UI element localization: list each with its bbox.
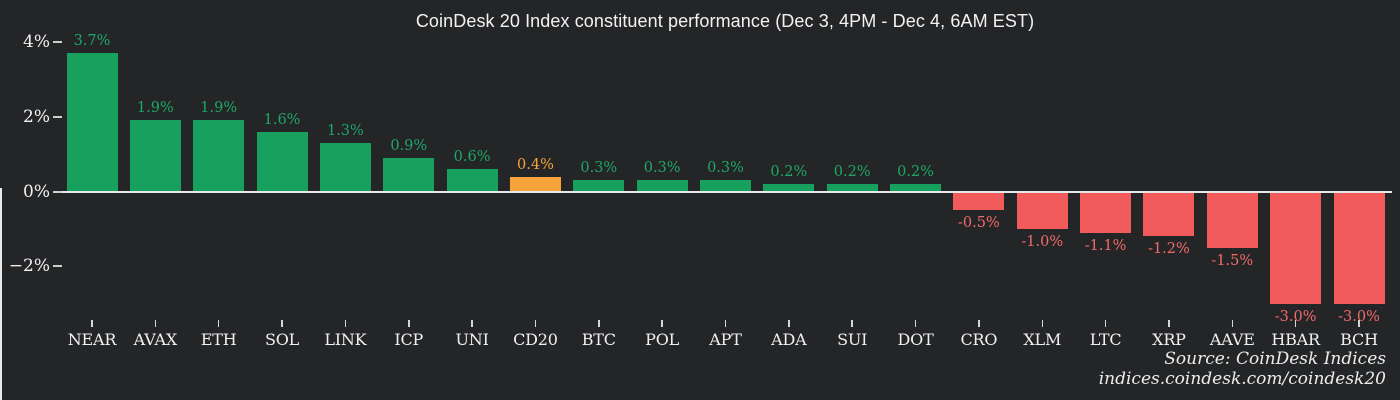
x-axis-tick-mark — [1168, 320, 1170, 327]
bar-xlm — [1016, 191, 1068, 229]
value-label-btc: 0.3% — [580, 160, 618, 177]
y-axis-tick-label: 2% — [23, 106, 50, 127]
bar-link — [319, 142, 371, 192]
y-axis-tick-mark — [53, 265, 62, 268]
x-tick-label-dot: DOT — [897, 330, 934, 349]
x-axis-tick-mark — [1104, 320, 1107, 327]
x-tick-label-link: LINK — [324, 330, 367, 349]
x-tick-label-btc: BTC — [581, 330, 616, 349]
x-tick-label-uni: UNI — [455, 330, 489, 349]
value-label-icp: 0.9% — [390, 137, 428, 154]
y-axis-tick-mark — [53, 115, 62, 118]
bar-cro — [953, 191, 1005, 211]
x-axis-tick-mark — [788, 320, 790, 327]
x-tick-label-xrp: XRP — [1152, 330, 1186, 349]
value-label-sui: 0.2% — [833, 164, 871, 181]
x-axis-tick-mark — [1231, 320, 1234, 327]
x-tick-label-aave: AAVE — [1209, 330, 1255, 349]
x-tick-label-near: NEAR — [67, 330, 117, 349]
x-axis-tick-mark — [154, 320, 157, 327]
bar-cd20 — [509, 176, 561, 192]
x-axis-tick-mark — [344, 320, 347, 327]
x-tick-label-cd20: CD20 — [513, 330, 558, 349]
x-axis-tick-mark — [1041, 320, 1043, 327]
source-text: Source: CoinDesk Indices — [1164, 349, 1386, 369]
value-label-avax: 1.9% — [136, 100, 174, 117]
x-axis-tick-mark — [217, 320, 220, 327]
x-tick-label-pol: POL — [645, 330, 680, 349]
x-axis-tick-mark — [914, 320, 917, 327]
x-axis-tick-mark — [851, 320, 853, 327]
x-tick-label-eth: ETH — [200, 330, 237, 349]
value-label-bch: -3.0% — [1338, 308, 1380, 325]
x-axis-tick-mark — [1358, 320, 1360, 327]
bar-apt — [700, 180, 751, 192]
value-label-cro: -0.5% — [958, 215, 1000, 232]
x-axis-tick-mark — [534, 320, 537, 327]
bar-ada — [763, 184, 815, 192]
value-label-aave: -1.5% — [1211, 252, 1254, 269]
bar-aave — [1206, 191, 1258, 248]
bar-uni — [446, 169, 498, 192]
value-label-ada: 0.2% — [770, 164, 808, 181]
value-label-xlm: -1.0% — [1021, 233, 1064, 250]
x-axis-tick-mark — [1294, 320, 1297, 327]
x-axis-tick-mark — [724, 320, 727, 327]
x-axis-tick-mark — [281, 320, 283, 327]
value-label-link: 1.3% — [326, 122, 364, 139]
x-axis-tick-mark — [408, 320, 410, 327]
value-label-cd20: 0.4% — [517, 156, 554, 173]
x-tick-label-bch: BCH — [1340, 330, 1378, 349]
x-axis-tick-mark — [91, 320, 93, 327]
bar-bch — [1333, 191, 1385, 304]
x-axis-tick-mark — [598, 320, 600, 327]
x-tick-label-apt: APT — [709, 330, 742, 349]
chart-title: CoinDesk 20 Index constituent performanc… — [415, 11, 1035, 31]
bar-btc — [573, 180, 625, 192]
x-axis-tick-mark — [661, 320, 663, 327]
y-axis-tick-label: 4% — [23, 31, 50, 52]
bar-sui — [826, 184, 878, 192]
bar-icp — [383, 157, 435, 192]
bar-avax — [129, 120, 181, 192]
x-tick-label-sui: SUI — [837, 330, 868, 349]
y-axis-tick-label: 0% — [23, 181, 50, 202]
value-label-near: 3.7% — [73, 33, 111, 50]
bar-ltc — [1080, 191, 1132, 233]
y-axis-tick-label: −2% — [8, 256, 50, 277]
value-label-hbar: -3.0% — [1274, 308, 1317, 325]
value-label-dot: 0.2% — [897, 164, 934, 181]
bar-near — [66, 53, 118, 192]
value-label-pol: 0.3% — [643, 160, 681, 177]
left-edge-line — [0, 188, 2, 400]
x-tick-label-cro: CRO — [960, 330, 998, 349]
x-axis-tick-mark — [978, 320, 980, 327]
x-tick-label-xlm: XLM — [1023, 330, 1062, 349]
x-tick-label-icp: ICP — [394, 330, 424, 349]
bar-hbar — [1270, 191, 1322, 304]
value-label-xrp: -1.2% — [1148, 241, 1190, 258]
source-url: indices.coindesk.com/coindesk20 — [1098, 368, 1386, 389]
value-label-apt: 0.3% — [707, 160, 744, 177]
bar-xrp — [1143, 191, 1195, 237]
value-label-eth: 1.9% — [200, 100, 238, 117]
x-tick-label-hbar: HBAR — [1271, 330, 1320, 349]
y-axis-tick-mark — [53, 40, 62, 43]
value-label-sol: 1.6% — [263, 111, 301, 128]
bar-eth — [193, 120, 245, 192]
bar-dot — [890, 184, 942, 192]
x-tick-label-ltc: LTC — [1089, 330, 1122, 349]
bar-sol — [256, 131, 308, 192]
value-label-ltc: -1.1% — [1084, 237, 1127, 254]
source-attribution: Source: CoinDesk Indices indices.coindes… — [1098, 349, 1386, 389]
x-tick-label-sol: SOL — [264, 330, 300, 349]
x-tick-label-ada: ADA — [771, 330, 807, 349]
x-axis-tick-mark — [471, 320, 473, 327]
x-tick-label-avax: AVAX — [133, 330, 178, 349]
bar-pol — [636, 180, 688, 192]
y-axis-tick-mark — [53, 190, 62, 193]
value-label-uni: 0.6% — [453, 149, 491, 166]
zero-baseline — [62, 190, 1392, 193]
